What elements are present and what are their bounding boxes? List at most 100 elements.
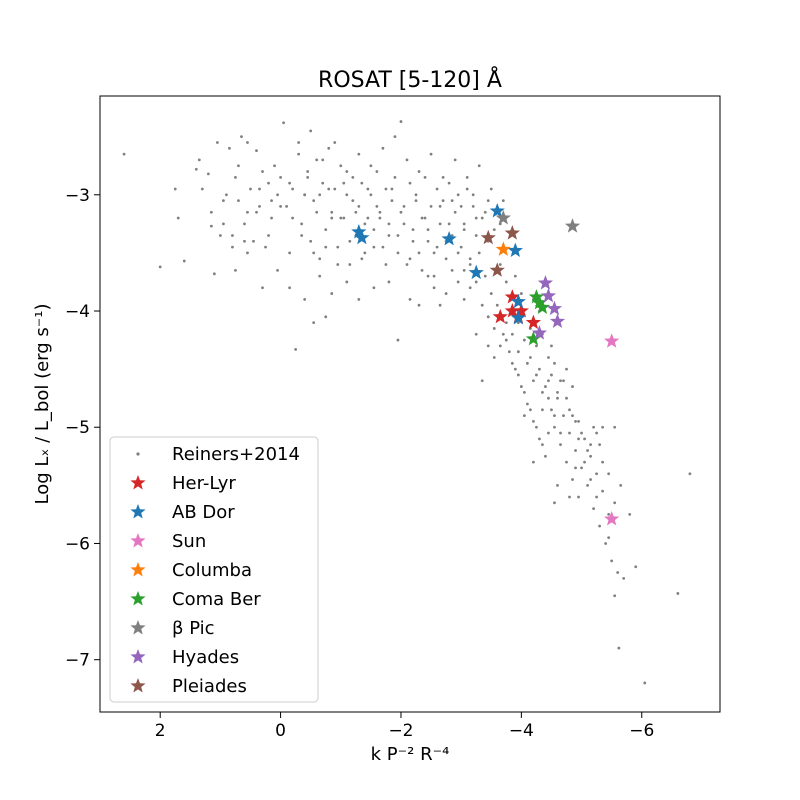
background-point [324,228,328,232]
background-point [429,205,433,208]
series-point [489,262,505,277]
background-point [504,321,508,325]
background-point [122,152,126,156]
background-point [556,390,559,394]
background-point [474,234,478,237]
background-point [333,187,337,191]
background-point [456,280,460,284]
background-point [432,251,436,255]
background-point [375,205,379,208]
background-point [489,187,493,191]
background-point [468,263,472,266]
background-point [194,167,198,171]
background-point [607,472,611,476]
legend-label: Sun [172,531,206,552]
legend-marker [136,452,140,456]
background-point [300,222,304,226]
background-point [396,338,400,342]
background-point [243,239,246,243]
background-point [592,425,595,429]
background-point [628,513,632,516]
background-point [459,245,463,249]
background-point [522,390,526,394]
legend-marker [130,475,146,490]
background-point [330,292,334,295]
background-point [607,536,611,540]
background-point [312,251,316,255]
background-point [339,216,343,220]
background-point [408,298,412,301]
background-point [513,367,517,371]
background-point [417,170,421,173]
background-point [456,193,460,197]
background-point [321,158,325,162]
background-point [617,646,621,650]
background-point [480,303,484,307]
background-point [381,146,385,150]
legend-label: Hyades [172,647,239,668]
background-point [417,303,421,307]
background-point [270,199,273,203]
background-point [372,228,376,232]
background-points [122,120,692,685]
background-point [586,483,589,487]
background-point [447,181,451,185]
background-point [411,228,415,232]
y-tick-label: −4 [65,302,90,322]
background-point [218,234,222,237]
series-point [531,294,548,310]
background-point [465,175,469,179]
background-point [504,280,508,284]
legend-box [109,436,319,703]
series-point [528,289,545,304]
background-point [468,257,472,261]
background-point [255,149,258,153]
background-point [417,251,421,255]
legend-marker [130,504,146,519]
x-tick-label: −4 [509,721,534,741]
background-point [200,187,204,191]
background-point [420,268,424,272]
background-point [215,141,219,144]
background-point [441,175,445,179]
background-point [538,367,541,371]
background-point [474,332,478,336]
background-point [595,495,598,499]
background-point [345,170,349,173]
background-point [553,425,556,429]
background-point [580,431,583,435]
background-point [435,187,439,191]
series-point [489,203,505,218]
background-point [222,199,225,203]
legend-label: Coma Ber [172,589,261,610]
background-point [688,472,692,476]
background-point [456,251,460,255]
background-point [643,681,647,685]
background-point [453,158,457,162]
legend-label: β Pic [172,618,215,639]
background-point [279,205,282,208]
series-point [495,241,511,256]
background-point [306,170,310,173]
legend: Reiners+2014 Her-Lyr AB Dor Sun Columba Coma … [109,436,319,703]
background-point [432,286,436,290]
background-point [589,454,592,458]
background-point [357,152,361,156]
background-point [519,385,523,388]
background-point [528,356,532,359]
background-point [234,175,237,179]
background-point [547,431,550,435]
background-point [450,199,454,203]
background-point [390,199,394,203]
legend-marker [130,562,146,577]
legend-label: Her-Lyr [172,473,236,494]
x-tick-label: −2 [388,721,413,741]
series-point [525,314,542,330]
background-point [176,216,180,220]
background-point [568,408,571,412]
background-point [571,478,574,481]
background-point [613,425,617,429]
background-point [589,443,592,447]
background-point [255,210,258,214]
